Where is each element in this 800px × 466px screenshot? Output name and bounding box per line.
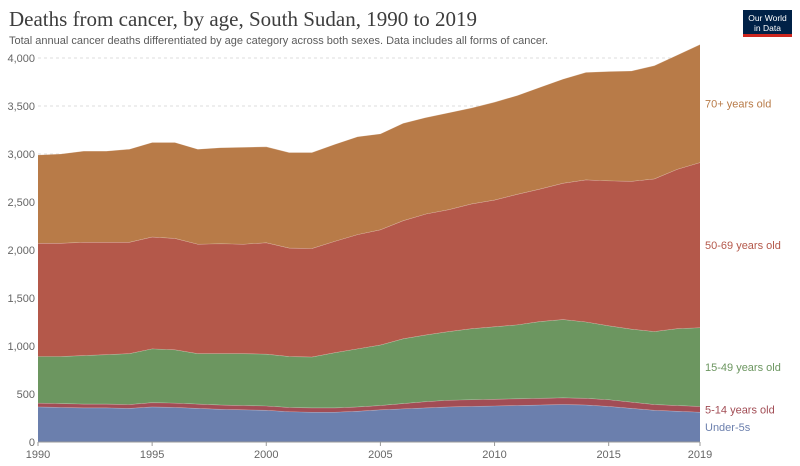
- area-edge-under-5s: [37, 404, 701, 413]
- y-tick-label: 0: [29, 437, 35, 449]
- series-label-15-49-years-old: 15-49 years old: [705, 362, 781, 374]
- y-tick-label: 3,500: [7, 101, 35, 113]
- owid-logo[interactable]: Our World in Data: [743, 10, 792, 37]
- y-tick-label: 1,000: [7, 341, 35, 353]
- x-tick-label: 2005: [368, 449, 392, 461]
- chart-title: Deaths from cancer, by age, South Sudan,…: [9, 7, 478, 31]
- x-axis-ticks: 1990 1995 2000 2005 2010 2015 2019: [26, 441, 712, 461]
- series-label-under-5s: Under-5s: [705, 422, 751, 434]
- y-tick-label: 2,000: [7, 245, 35, 257]
- y-tick-label: 500: [17, 389, 35, 401]
- x-tick-label: 1995: [140, 449, 164, 461]
- y-tick-label: 3,000: [7, 149, 35, 161]
- area-edge-15-49-years-old: [38, 319, 701, 358]
- x-tick-label: 2015: [596, 449, 620, 461]
- series-label-70-years-old: 70+ years old: [705, 99, 771, 111]
- x-tick-label: 2010: [482, 449, 506, 461]
- series-label-5-14-years-old: 5-14 years old: [705, 404, 775, 416]
- stacked-areas: [37, 44, 701, 442]
- area-15-49-years-old[interactable]: [38, 319, 700, 408]
- logo-line-1: Our World: [748, 13, 787, 23]
- y-axis-ticks: 0 500 1,000 1,500 2,000 2,500 3,000 3,500 4,000: [7, 53, 35, 449]
- y-tick-label: 2,500: [7, 197, 35, 209]
- area-50-69-years-old[interactable]: [38, 162, 700, 358]
- x-tick-label: 1990: [26, 449, 50, 461]
- chart-subtitle: Total annual cancer deaths differentiate…: [9, 35, 549, 47]
- area-70-years-old[interactable]: [38, 44, 700, 249]
- area-edge-50-69-years-old: [38, 162, 701, 249]
- x-tick-label: 2019: [688, 449, 712, 461]
- y-tick-label: 4,000: [7, 53, 35, 65]
- logo-red-bar: [743, 34, 792, 37]
- area-edge-5-14-years-old: [37, 397, 701, 409]
- x-tick-label: 2000: [254, 449, 278, 461]
- area-under-5s[interactable]: [38, 404, 700, 442]
- series-label-50-69-years-old: 50-69 years old: [705, 240, 781, 252]
- series-labels: Under-5s 5-14 years old 15-49 years old 50-…: [705, 99, 781, 435]
- area-5-14-years-old[interactable]: [38, 397, 700, 413]
- logo-line-2: in Data: [754, 23, 781, 33]
- area-edge-70-years-old: [37, 44, 701, 156]
- y-tick-label: 1,500: [7, 293, 35, 305]
